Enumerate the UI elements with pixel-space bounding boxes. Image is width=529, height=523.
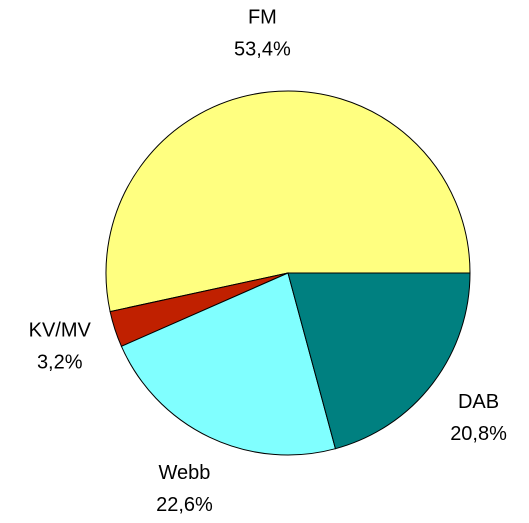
slice-label: KV/MV <box>29 319 92 341</box>
slice-label: FM <box>248 7 277 29</box>
slice-value-label: 22,6% <box>156 494 213 516</box>
pie-slice <box>287 272 471 450</box>
slice-value-label: 3,2% <box>37 351 83 373</box>
slice-value-label: 20,8% <box>450 423 507 445</box>
pie-slice <box>120 272 337 456</box>
slice-label: Webb <box>159 462 211 484</box>
pie-slice <box>105 90 471 313</box>
slice-label: DAB <box>458 391 499 413</box>
slice-value-label: 53,4% <box>234 39 291 61</box>
